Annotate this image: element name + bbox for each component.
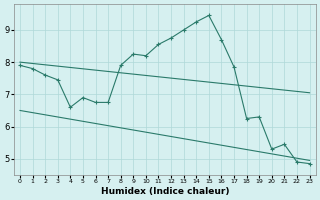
- X-axis label: Humidex (Indice chaleur): Humidex (Indice chaleur): [100, 187, 229, 196]
